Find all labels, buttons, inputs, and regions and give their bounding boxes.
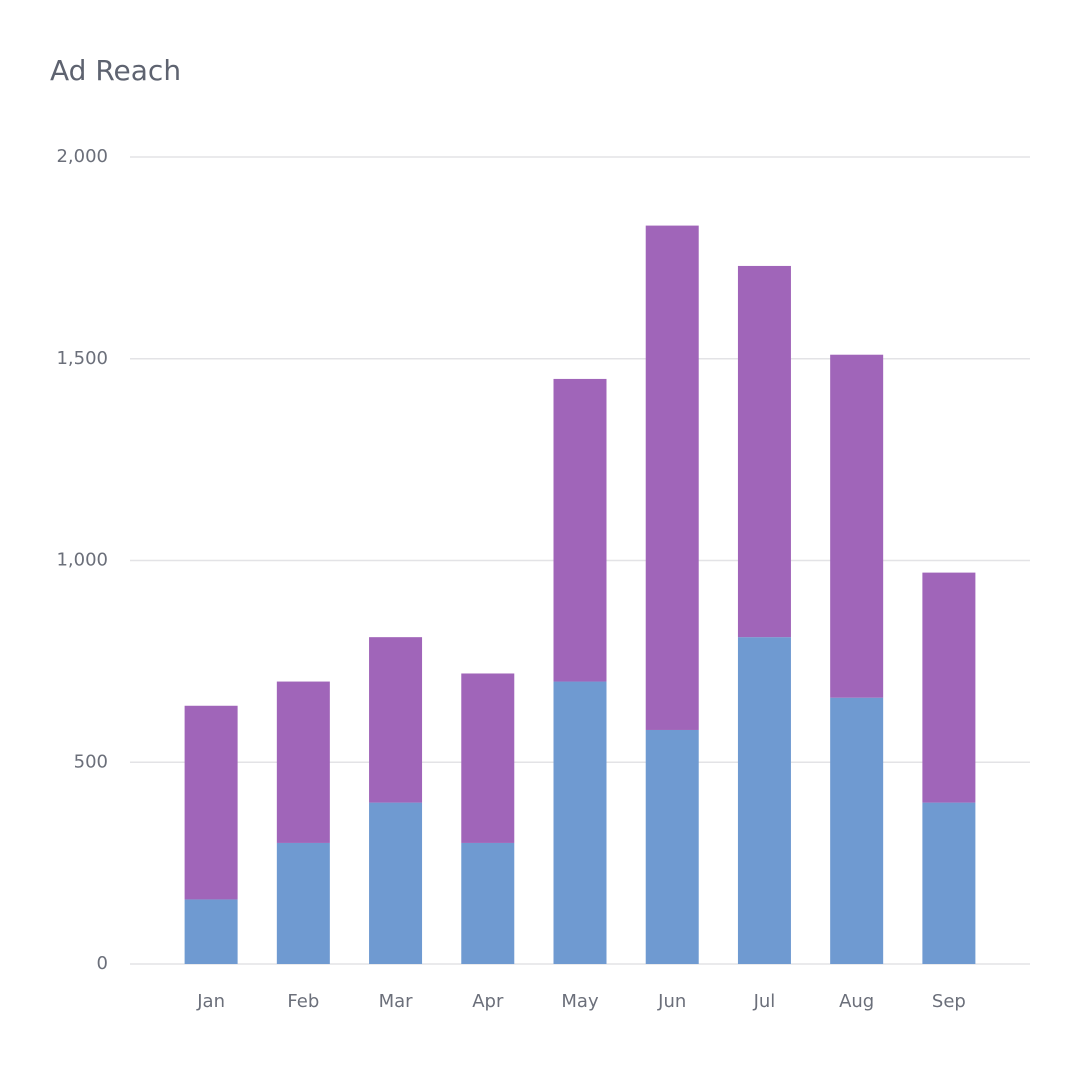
y-tick-label: 1,000 — [56, 550, 108, 571]
bar-segment — [461, 842, 515, 964]
y-tick-label: 2,000 — [56, 146, 108, 167]
x-tick-label: Aug — [839, 991, 874, 1012]
y-tick-label: 500 — [74, 751, 108, 772]
x-tick-label: Feb — [287, 991, 319, 1012]
bar-segment — [369, 637, 423, 803]
bar-segment — [922, 572, 976, 803]
bar-segment — [830, 697, 884, 964]
bar-segment — [645, 225, 699, 730]
x-tick-label: Jul — [753, 991, 776, 1012]
bar-segment — [553, 681, 607, 964]
x-tick-label: Mar — [379, 991, 414, 1012]
bar-segment — [737, 265, 791, 638]
bar-segment — [369, 802, 423, 964]
bar-segment — [737, 637, 791, 964]
chart-title: Ad Reach — [50, 54, 181, 87]
x-tick-label: Sep — [932, 991, 966, 1012]
bar-segment — [184, 899, 238, 964]
x-tick-label: Apr — [472, 991, 504, 1012]
x-tick-label: Jun — [657, 991, 686, 1012]
bar-segment — [276, 842, 330, 964]
bar-segment — [553, 378, 607, 682]
x-tick-label: Jan — [196, 991, 225, 1012]
bar-segment — [830, 354, 884, 698]
bar-segment — [461, 673, 515, 843]
x-tick-label: May — [561, 991, 599, 1012]
y-tick-label: 1,500 — [56, 348, 108, 369]
bar-segment — [276, 681, 330, 843]
bar-segment — [184, 705, 238, 900]
bar-segment — [922, 802, 976, 964]
bar-segment — [645, 729, 699, 964]
y-tick-label: 0 — [97, 953, 108, 974]
